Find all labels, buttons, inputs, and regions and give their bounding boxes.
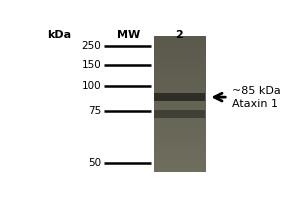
Bar	[154, 93, 205, 101]
Text: 100: 100	[82, 81, 101, 91]
Text: 150: 150	[82, 60, 101, 70]
Text: 250: 250	[82, 41, 101, 51]
Text: 50: 50	[88, 158, 101, 168]
Text: 2: 2	[176, 30, 183, 40]
Text: kDa: kDa	[47, 30, 71, 40]
Text: 75: 75	[88, 106, 101, 116]
Text: ~85 kDa: ~85 kDa	[232, 86, 280, 96]
Text: MW: MW	[117, 30, 140, 40]
Bar	[154, 36, 205, 172]
Text: Ataxin 1: Ataxin 1	[232, 99, 278, 109]
Bar	[154, 110, 205, 118]
